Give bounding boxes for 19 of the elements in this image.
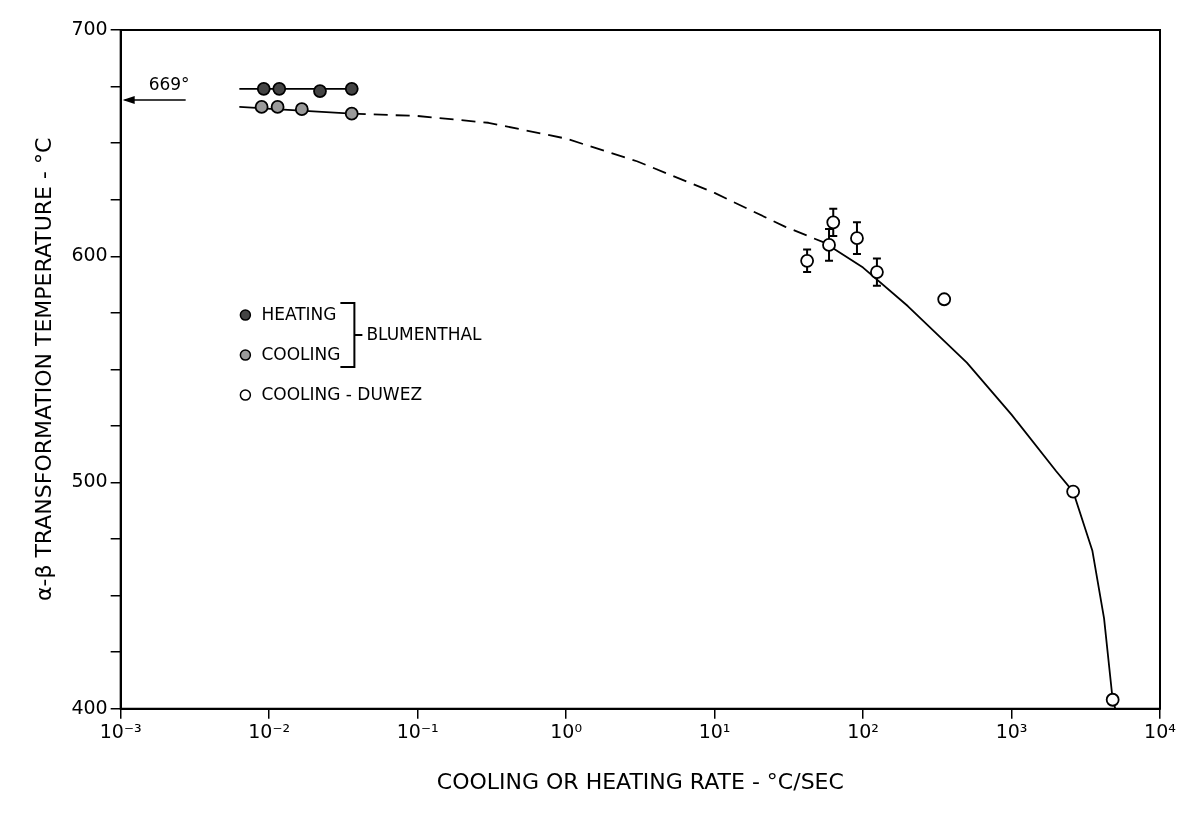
x-tick-label: 10¹ <box>698 720 731 743</box>
x-tick-label: 10⁻¹ <box>396 720 439 743</box>
y-tick-label: 600 <box>71 243 108 266</box>
x-axis-title: COOLING OR HEATING RATE - °C/SEC <box>436 768 844 794</box>
y-tick-label: 500 <box>71 469 108 492</box>
annotation: BLUMENTHAL <box>366 323 483 344</box>
x-tick-label: 10⁻² <box>248 720 291 743</box>
y-tick-label: 700 <box>71 16 108 39</box>
x-tick-label: 10⁻³ <box>99 720 142 743</box>
x-tick-label: 10³ <box>995 720 1028 743</box>
x-tick-label: 10⁴ <box>1144 720 1177 743</box>
legend-label: HEATING <box>261 303 337 324</box>
x-tick-label: 10² <box>847 720 879 743</box>
legend-label: COOLING - DUWEZ <box>261 383 423 404</box>
annotation: 669° <box>148 74 190 95</box>
legend-label: COOLING <box>261 343 341 364</box>
y-tick-label: 400 <box>71 695 108 718</box>
y-axis-title: α-β TRANSFORMATION TEMPERATURE - °C <box>30 137 56 602</box>
x-tick-label: 10⁰ <box>550 720 582 743</box>
